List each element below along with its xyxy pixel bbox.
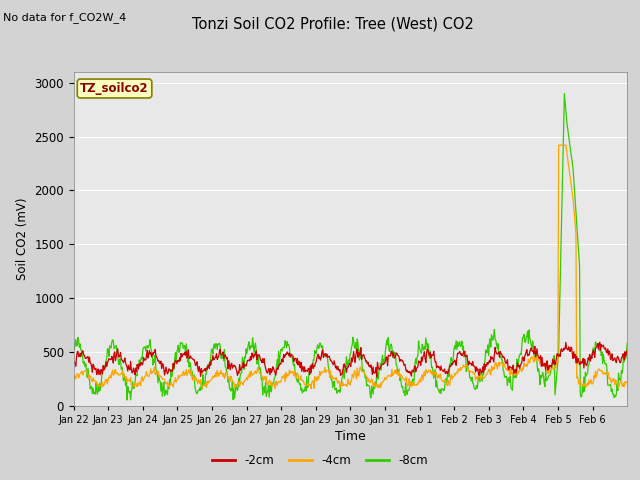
-2cm [373,374,381,380]
-8cm [623,340,631,346]
-8cm [264,383,272,388]
-8cm [561,91,568,96]
Text: Tonzi Soil CO2 Profile: Tree (West) CO2: Tonzi Soil CO2 Profile: Tree (West) CO2 [192,17,474,32]
Y-axis label: Soil CO2 (mV): Soil CO2 (mV) [16,198,29,280]
-4cm [134,383,142,388]
-8cm [136,357,143,363]
-8cm [439,386,447,392]
-4cm [285,372,292,378]
X-axis label: Time: Time [335,430,366,443]
-2cm [285,353,292,359]
-2cm [623,348,631,353]
Text: No data for f_CO2W_4: No data for f_CO2W_4 [3,12,127,23]
-4cm [555,142,563,148]
-4cm [237,381,244,386]
-4cm [408,384,416,389]
-4cm [264,382,271,388]
-8cm [408,380,416,386]
-8cm [70,346,77,352]
Legend: -2cm, -4cm, -8cm: -2cm, -4cm, -8cm [207,449,433,472]
-4cm [623,381,631,386]
-2cm [134,366,142,372]
Text: TZ_soilco2: TZ_soilco2 [80,82,149,95]
-2cm [596,339,604,345]
-2cm [264,370,271,376]
-4cm [307,386,315,392]
-2cm [408,367,416,373]
-8cm [237,370,245,375]
-8cm [285,345,293,350]
-2cm [237,368,244,373]
Line: -4cm: -4cm [74,145,627,389]
-4cm [439,378,447,384]
-8cm [123,397,131,403]
-2cm [70,358,77,363]
-4cm [70,378,77,384]
Line: -2cm: -2cm [74,342,627,377]
Line: -8cm: -8cm [74,94,627,400]
-2cm [439,369,447,374]
